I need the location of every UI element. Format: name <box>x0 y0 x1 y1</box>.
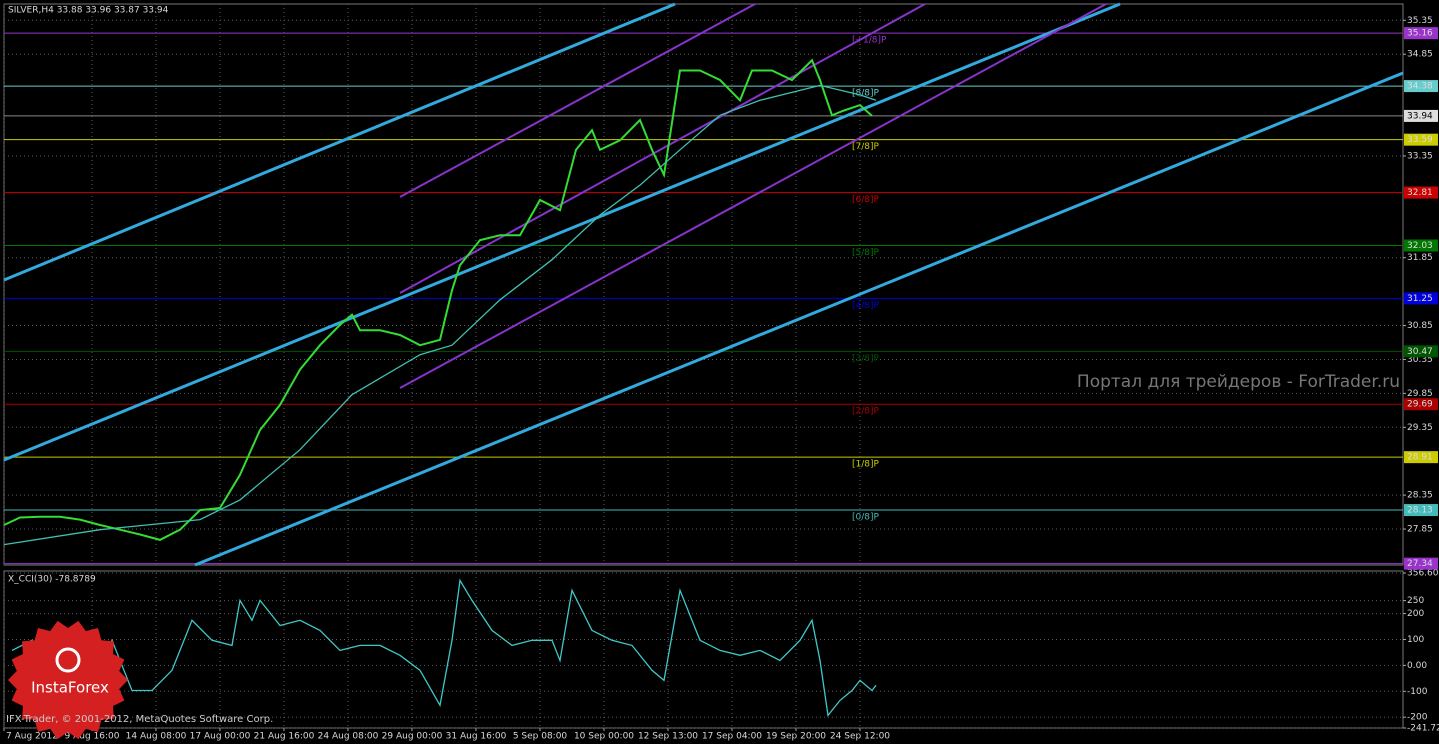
x-tick-label: 9 Aug 16:00 <box>65 732 120 742</box>
level-price: 28.91 <box>1407 453 1433 463</box>
y-tick-label: -100 <box>1407 687 1428 697</box>
level-price: 32.81 <box>1407 188 1433 198</box>
y-tick-label: 30.35 <box>1407 355 1433 365</box>
y-tick-label: 35.35 <box>1407 16 1433 26</box>
y-tick-label: 356.606 <box>1407 569 1439 579</box>
y-tick-label: -200 <box>1407 713 1428 723</box>
y-tick-label: 29.85 <box>1407 389 1433 399</box>
channel-line <box>399 3 1107 389</box>
x-tick-label: 10 Sep 00:00 <box>574 732 634 742</box>
level-price-box <box>1404 133 1438 146</box>
channel-line <box>399 3 756 198</box>
level-price: 34.38 <box>1407 82 1433 92</box>
level-label: [5/8]P <box>852 248 880 258</box>
last-price-box <box>1404 109 1438 122</box>
level-price-box <box>1404 27 1438 40</box>
y-tick-label: 28.35 <box>1407 491 1433 501</box>
level-price-box <box>1404 398 1438 411</box>
logo-icon <box>55 647 81 673</box>
y-tick-label: -241.723 <box>1407 724 1439 734</box>
level-label: [4/8]P <box>852 301 880 311</box>
y-tick-label: 34.85 <box>1407 50 1433 60</box>
level-price: 28.13 <box>1407 506 1433 516</box>
x-tick-label: 17 Aug 00:00 <box>190 732 251 742</box>
y-tick-label: 0.00 <box>1407 661 1427 671</box>
series-line <box>11 578 877 717</box>
indicator-title: X_CCI(30) -78.8789 <box>8 575 96 585</box>
x-tick-label: 19 Sep 20:00 <box>766 732 826 742</box>
y-tick-label: 31.85 <box>1407 253 1433 263</box>
level-label: [0/8]P <box>852 513 880 523</box>
level-price-box <box>1404 292 1438 305</box>
level-price-box <box>1404 345 1438 358</box>
trend-line <box>3 2 676 282</box>
series-line <box>3 84 877 546</box>
x-tick-label: 7 Aug 2012 <box>6 732 58 742</box>
level-label: [7/8]P <box>852 142 880 152</box>
grid: 35.35 34.85 33.35 31.85 30.85 30.35 29.85 29.35… <box>3 4 1439 742</box>
level-price-box <box>1404 80 1438 93</box>
level-label: [6/8]P <box>852 195 880 205</box>
x-tick-label: 12 Sep 13:00 <box>638 732 698 742</box>
main-pane <box>3 3 1404 566</box>
x-tick-label: 14 Aug 08:00 <box>126 732 187 742</box>
series-line <box>3 58 873 541</box>
x-tick-label: 17 Sep 04:00 <box>702 732 762 742</box>
level-price-box <box>1404 186 1438 199</box>
chart-title: SILVER,H4 33.88 33.96 33.87 33.94 <box>8 6 169 16</box>
y-tick-label: 29.35 <box>1407 423 1433 433</box>
cci-pane <box>3 570 1404 729</box>
level-price: 29.69 <box>1407 400 1433 410</box>
level-label: [2/8]P <box>852 407 880 417</box>
series <box>3 58 877 717</box>
trend-line <box>194 71 1404 567</box>
x-tick-label: 21 Aug 16:00 <box>254 732 315 742</box>
x-tick-label: 31 Aug 16:00 <box>446 732 507 742</box>
level-price: 31.25 <box>1407 294 1433 304</box>
level-label: [3/8]P <box>852 354 880 364</box>
x-tick-label: 24 Sep 12:00 <box>830 732 890 742</box>
logo-badge <box>8 620 128 740</box>
y-tick-label: 200 <box>1407 609 1424 619</box>
channel-line <box>399 3 926 294</box>
x-tick-label: 5 Sep 08:00 <box>513 732 568 742</box>
watermark: Портал для трейдеров - ForTrader.ru <box>1077 372 1400 392</box>
level-label: [8/8]P <box>852 89 880 99</box>
copyright: IFX-Trader, © 2001-2012, MetaQuotes Soft… <box>6 714 273 725</box>
logo-text: InstaForex <box>31 679 109 697</box>
level-price-box <box>1404 239 1438 252</box>
level-price: 35.16 <box>1407 29 1433 39</box>
y-tick-label: 30.85 <box>1407 321 1433 331</box>
trend-lines <box>3 2 1404 567</box>
level-price: 30.47 <box>1407 347 1433 357</box>
level-price-box <box>1404 504 1438 517</box>
y-tick-label: 250 <box>1407 596 1424 606</box>
level-price: 32.03 <box>1407 241 1433 251</box>
level-price-box <box>1404 451 1438 464</box>
trend-line <box>3 2 1121 462</box>
x-tick-label: 24 Aug 08:00 <box>318 732 379 742</box>
level-label: [1/8]P <box>852 460 880 470</box>
channel-lines <box>399 3 1107 389</box>
level-price: 27.34 <box>1407 559 1433 569</box>
level-price: 33.59 <box>1407 135 1433 145</box>
level-label: [+1/8]P <box>852 36 887 46</box>
y-tick-label: 33.35 <box>1407 151 1433 161</box>
levels: 35.16 [+1/8]P 34.38 [8/8]P 33.59 [7/8]P 32.81 [… <box>4 27 1438 570</box>
level-price-box <box>1404 557 1438 570</box>
x-tick-label: 29 Aug 00:00 <box>382 732 443 742</box>
last-price: 33.94 <box>1407 111 1433 121</box>
y-tick-label: 27.85 <box>1407 525 1433 535</box>
y-tick-label: 100 <box>1407 635 1424 645</box>
